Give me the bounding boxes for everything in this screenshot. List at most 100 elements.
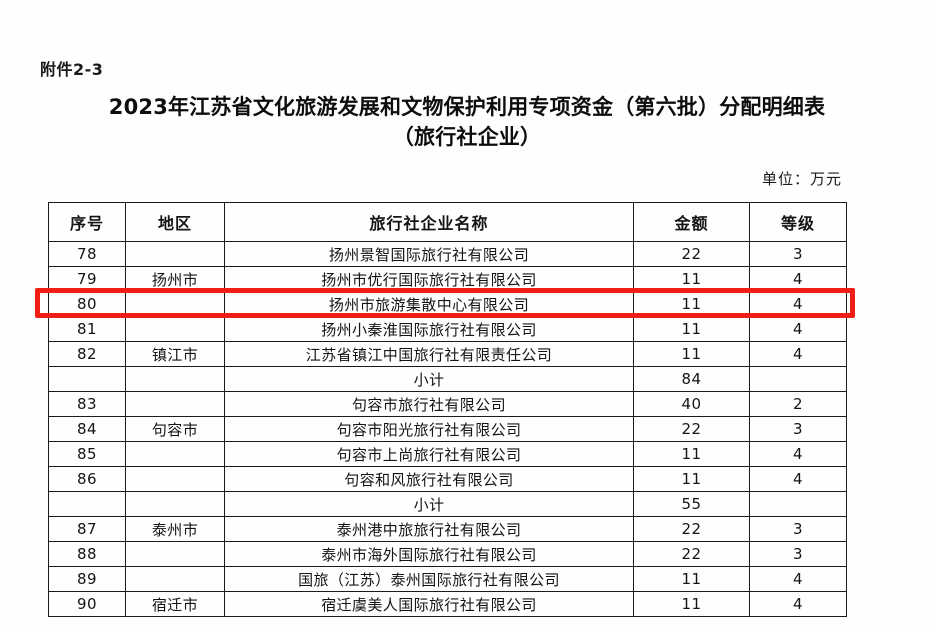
cell-amount: 40: [633, 391, 750, 417]
cell-seq: 82: [48, 341, 126, 367]
unit-note: 单位：万元: [761, 170, 842, 188]
cell-region: 宿迁市: [125, 591, 225, 617]
cell-name: 扬州小秦淮国际旅行社有限公司: [224, 316, 634, 342]
cell-name: 宿迁虞美人国际旅行社有限公司: [224, 591, 634, 617]
cell-grade: 4: [749, 291, 847, 317]
table-row: 小计 84: [48, 366, 847, 392]
cell-amount: 11: [633, 266, 750, 292]
cell-grade: 3: [749, 416, 847, 442]
cell-region: [125, 466, 225, 492]
cell-seq: 86: [48, 466, 126, 492]
cell-seq: 85: [48, 441, 126, 467]
cell-seq: 89: [48, 566, 126, 592]
cell-region: [125, 491, 225, 517]
table-row: 89 国旅（江苏）泰州国际旅行社有限公司 11 4: [48, 566, 847, 592]
allocation-table-wrap: 序号 地区 旅行社企业名称 金额 等级 78 扬州景智国际旅行社有限公司 22 3 79…: [48, 202, 847, 617]
cell-region: [125, 241, 225, 267]
cell-name: 江苏省镇江中国旅行社有限责任公司: [224, 341, 634, 367]
cell-name: 句容市阳光旅行社有限公司: [224, 416, 634, 442]
cell-amount: 22: [633, 241, 750, 267]
table-row: 78 扬州景智国际旅行社有限公司 22 3: [48, 241, 847, 267]
cell-seq: 81: [48, 316, 126, 342]
cell-seq: [48, 366, 126, 392]
cell-amount: 11: [633, 316, 750, 342]
cell-name: 泰州市海外国际旅行社有限公司: [224, 541, 634, 567]
cell-name: 句容市上尚旅行社有限公司: [224, 441, 634, 467]
header-grade: 等级: [749, 202, 847, 242]
cell-region: [125, 566, 225, 592]
cell-name: 句容市旅行社有限公司: [224, 391, 634, 417]
cell-seq: 90: [48, 591, 126, 617]
cell-region: [125, 541, 225, 567]
document-title: 2023年江苏省文化旅游发展和文物保护利用专项资金（第六批）分配明细表 （旅行社…: [0, 92, 934, 152]
cell-region: [125, 366, 225, 392]
cell-amount: 22: [633, 516, 750, 542]
cell-amount: 22: [633, 416, 750, 442]
cell-amount: 11: [633, 441, 750, 467]
cell-name: 国旅（江苏）泰州国际旅行社有限公司: [224, 566, 634, 592]
cell-seq: 87: [48, 516, 126, 542]
cell-amount: 11: [633, 291, 750, 317]
table-row: 80 扬州市旅游集散中心有限公司 11 4: [48, 291, 847, 317]
cell-grade: 4: [749, 566, 847, 592]
cell-name: 扬州景智国际旅行社有限公司: [224, 241, 634, 267]
cell-amount: 11: [633, 566, 750, 592]
cell-seq: 80: [48, 291, 126, 317]
cell-region: [125, 291, 225, 317]
table-row: 小计 55: [48, 491, 847, 517]
cell-amount: 11: [633, 591, 750, 617]
cell-amount: 22: [633, 541, 750, 567]
table-row: 83 句容市旅行社有限公司 40 2: [48, 391, 847, 417]
cell-seq: 79: [48, 266, 126, 292]
table-row: 85 句容市上尚旅行社有限公司 11 4: [48, 441, 847, 467]
cell-subtotal-label: 小计: [224, 491, 634, 517]
cell-grade: 4: [749, 466, 847, 492]
cell-grade: 3: [749, 516, 847, 542]
cell-region: 泰州市: [125, 516, 225, 542]
cell-amount: 11: [633, 341, 750, 367]
cell-grade: [749, 366, 847, 392]
cell-region: [125, 316, 225, 342]
cell-grade: 4: [749, 266, 847, 292]
table-row: 87 泰州市 泰州港中旅旅行社有限公司 22 3: [48, 516, 847, 542]
table-row: 84 句容市 句容市阳光旅行社有限公司 22 3: [48, 416, 847, 442]
header-amount: 金额: [633, 202, 750, 242]
cell-name: 扬州市旅游集散中心有限公司: [224, 291, 634, 317]
cell-region: 镇江市: [125, 341, 225, 367]
title-line-2: （旅行社企业）: [392, 125, 542, 149]
table-row: 88 泰州市海外国际旅行社有限公司 22 3: [48, 541, 847, 567]
table-header-row: 序号 地区 旅行社企业名称 金额 等级: [48, 202, 847, 242]
table-row: 81 扬州小秦淮国际旅行社有限公司 11 4: [48, 316, 847, 342]
cell-amount: 55: [633, 491, 750, 517]
cell-region: 扬州市: [125, 266, 225, 292]
cell-name: 泰州港中旅旅行社有限公司: [224, 516, 634, 542]
table-row: 86 句容和风旅行社有限公司 11 4: [48, 466, 847, 492]
attachment-label: 附件2-3: [40, 60, 104, 79]
cell-amount: 84: [633, 366, 750, 392]
cell-grade: [749, 491, 847, 517]
cell-seq: 84: [48, 416, 126, 442]
allocation-table: 序号 地区 旅行社企业名称 金额 等级 78 扬州景智国际旅行社有限公司 22 3 79…: [48, 202, 847, 617]
cell-region: [125, 391, 225, 417]
cell-grade: 4: [749, 316, 847, 342]
cell-name: 句容和风旅行社有限公司: [224, 466, 634, 492]
cell-region: 句容市: [125, 416, 225, 442]
cell-seq: 83: [48, 391, 126, 417]
cell-name: 扬州市优行国际旅行社有限公司: [224, 266, 634, 292]
cell-grade: 4: [749, 591, 847, 617]
cell-grade: 4: [749, 341, 847, 367]
header-seq: 序号: [48, 202, 126, 242]
cell-seq: [48, 491, 126, 517]
cell-seq: 78: [48, 241, 126, 267]
table-row: 90 宿迁市 宿迁虞美人国际旅行社有限公司 11 4: [48, 591, 847, 617]
cell-region: [125, 441, 225, 467]
header-region: 地区: [125, 202, 225, 242]
table-row: 82 镇江市 江苏省镇江中国旅行社有限责任公司 11 4: [48, 341, 847, 367]
cell-grade: 2: [749, 391, 847, 417]
cell-grade: 3: [749, 541, 847, 567]
cell-subtotal-label: 小计: [224, 366, 634, 392]
cell-grade: 4: [749, 441, 847, 467]
title-line-1: 2023年江苏省文化旅游发展和文物保护利用专项资金（第六批）分配明细表: [108, 95, 826, 119]
table-row: 79 扬州市 扬州市优行国际旅行社有限公司 11 4: [48, 266, 847, 292]
